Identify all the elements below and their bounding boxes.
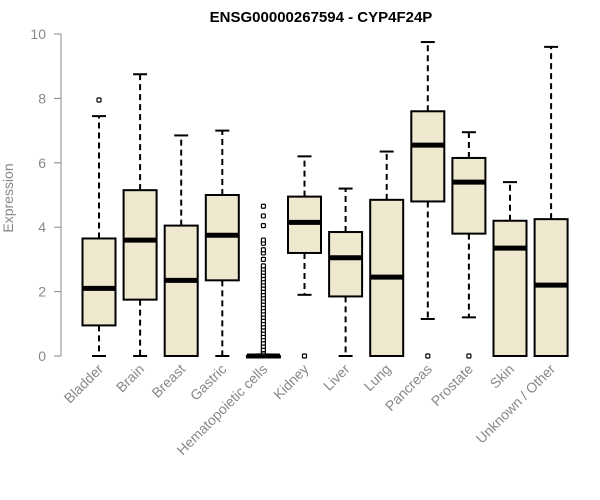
box-prostate bbox=[451, 131, 487, 359]
y-tick-label: 10 bbox=[30, 26, 46, 42]
y-tick-label: 4 bbox=[38, 219, 46, 235]
y-axis: 0 2 4 6 8 10 bbox=[30, 26, 62, 364]
outlier-point bbox=[466, 353, 472, 359]
box-iqr bbox=[410, 110, 446, 203]
box-iqr bbox=[163, 224, 199, 357]
y-tick-label: 0 bbox=[38, 348, 46, 364]
outlier-point bbox=[260, 263, 266, 269]
outlier-point bbox=[260, 237, 266, 243]
box-iqr bbox=[81, 237, 117, 327]
box-iqr bbox=[328, 231, 364, 298]
outlier-point bbox=[301, 353, 308, 359]
y-tick-label: 2 bbox=[38, 284, 46, 300]
x-tick-label: Brain bbox=[113, 361, 147, 395]
box-gastric bbox=[204, 129, 240, 357]
box-iqr bbox=[451, 156, 487, 235]
box-unknown-other bbox=[533, 45, 569, 357]
box-hematopoietic-cells bbox=[245, 203, 281, 359]
outlier-point bbox=[425, 353, 431, 359]
box-kidney bbox=[287, 155, 322, 359]
x-tick-label: Skin bbox=[487, 361, 518, 392]
boxes-group bbox=[81, 41, 569, 359]
outlier-point bbox=[260, 213, 266, 219]
outlier-point bbox=[96, 97, 102, 103]
y-tick-label: 6 bbox=[38, 155, 46, 171]
box-skin bbox=[492, 181, 528, 357]
box-pancreas bbox=[410, 41, 446, 359]
x-tick-label: Kidney bbox=[270, 361, 312, 403]
x-tick-label: Breast bbox=[148, 361, 188, 401]
box-brain bbox=[122, 73, 158, 357]
box-iqr bbox=[122, 189, 158, 301]
chart-title: ENSG00000267594 - CYP4F24P bbox=[210, 9, 433, 26]
outlier-point bbox=[260, 203, 266, 209]
box-liver bbox=[328, 187, 364, 357]
box-iqr bbox=[492, 219, 528, 357]
box-lung bbox=[369, 150, 405, 357]
box-bladder bbox=[81, 97, 117, 357]
y-tick-label: 8 bbox=[38, 90, 46, 106]
x-tick-label: Prostate bbox=[428, 361, 476, 409]
x-tick-label: Liver bbox=[320, 361, 353, 394]
outlier-point bbox=[260, 222, 266, 229]
outlier-point bbox=[260, 256, 266, 262]
x-tick-label: Lung bbox=[360, 361, 393, 394]
outlier-point bbox=[260, 247, 266, 253]
y-axis-label: Expression bbox=[0, 163, 16, 232]
box-breast bbox=[163, 134, 199, 357]
x-tick-label: Bladder bbox=[61, 361, 107, 407]
